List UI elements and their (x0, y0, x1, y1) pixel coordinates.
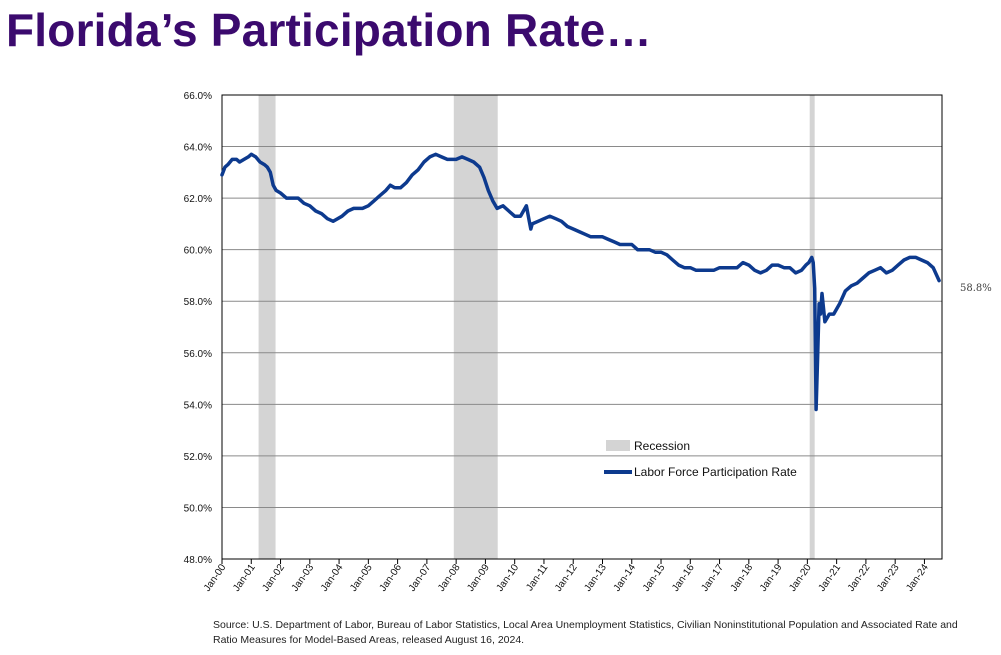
legend: Recession Labor Force Participation Rate (604, 439, 797, 479)
x-tick-label: Jan-06 (378, 562, 405, 594)
x-tick-label: Jan-01 (231, 562, 258, 594)
y-tick-label: 54.0% (184, 400, 212, 411)
y-tick-label: 60.0% (184, 246, 212, 257)
recession-bands (258, 95, 815, 559)
x-tick-label: Jan-22 (846, 562, 873, 594)
recession-band (258, 95, 276, 559)
gridlines (222, 146, 942, 508)
x-tick-label: Jan-03 (290, 562, 317, 594)
x-tick-label: Jan-21 (817, 562, 844, 594)
x-tick-label: Jan-24 (904, 562, 931, 594)
y-tick-label: 50.0% (184, 503, 212, 514)
series-layer (220, 152, 941, 412)
y-tick-label: 48.0% (184, 555, 212, 566)
x-tick-label: Jan-12 (553, 562, 580, 594)
x-tick-label: Jan-23 (875, 562, 902, 594)
x-tick-label: Jan-16 (670, 562, 697, 594)
y-tick-label: 52.0% (184, 452, 212, 463)
y-tick-label: 66.0% (184, 91, 212, 102)
x-tick-label: Jan-18 (729, 562, 756, 594)
x-tick-label: Jan-17 (699, 562, 726, 594)
x-tick-label: Jan-19 (758, 562, 785, 594)
x-tick-label: Jan-04 (319, 562, 346, 594)
legend-participation-label: Labor Force Participation Rate (634, 465, 797, 479)
legend-recession-swatch (606, 440, 630, 451)
participation-rate-line (220, 152, 941, 412)
recession-band (809, 95, 815, 559)
x-tick-label: Jan-13 (582, 562, 609, 594)
y-tick-label: 64.0% (184, 143, 212, 154)
x-tick-label: Jan-10 (495, 562, 522, 594)
x-tick-label: Jan-05 (348, 562, 375, 594)
y-tick-label: 62.0% (184, 194, 212, 205)
y-tick-label: 56.0% (184, 349, 212, 360)
page-title: Florida’s Participation Rate… (6, 4, 652, 56)
legend-recession-label: Recession (634, 439, 690, 453)
plot-frame (221, 94, 943, 560)
x-tick-label: Jan-00 (202, 562, 229, 594)
recession-band (453, 95, 498, 559)
x-axis: Jan-00 Jan-01 Jan-02 Jan-03 Jan-04 Jan-05 Jan-… (202, 559, 931, 594)
end-value-label: 58.8% (960, 283, 992, 294)
x-tick-label: Jan-14 (612, 562, 639, 594)
x-tick-label: Jan-09 (465, 562, 492, 594)
x-tick-label: Jan-15 (641, 562, 668, 594)
y-axis: 48.0% 50.0% 52.0% 54.0% 56.0% 58.0% 60.0% 62.0%… (184, 91, 212, 566)
x-tick-label: Jan-07 (407, 562, 434, 594)
source-note: Source: U.S. Department of Labor, Bureau… (213, 619, 958, 646)
x-tick-label: Jan-08 (436, 562, 463, 594)
x-tick-label: Jan-11 (524, 562, 550, 593)
x-tick-label: Jan-02 (260, 562, 287, 594)
y-tick-label: 58.0% (184, 297, 212, 308)
x-tick-label: Jan-20 (787, 562, 814, 594)
